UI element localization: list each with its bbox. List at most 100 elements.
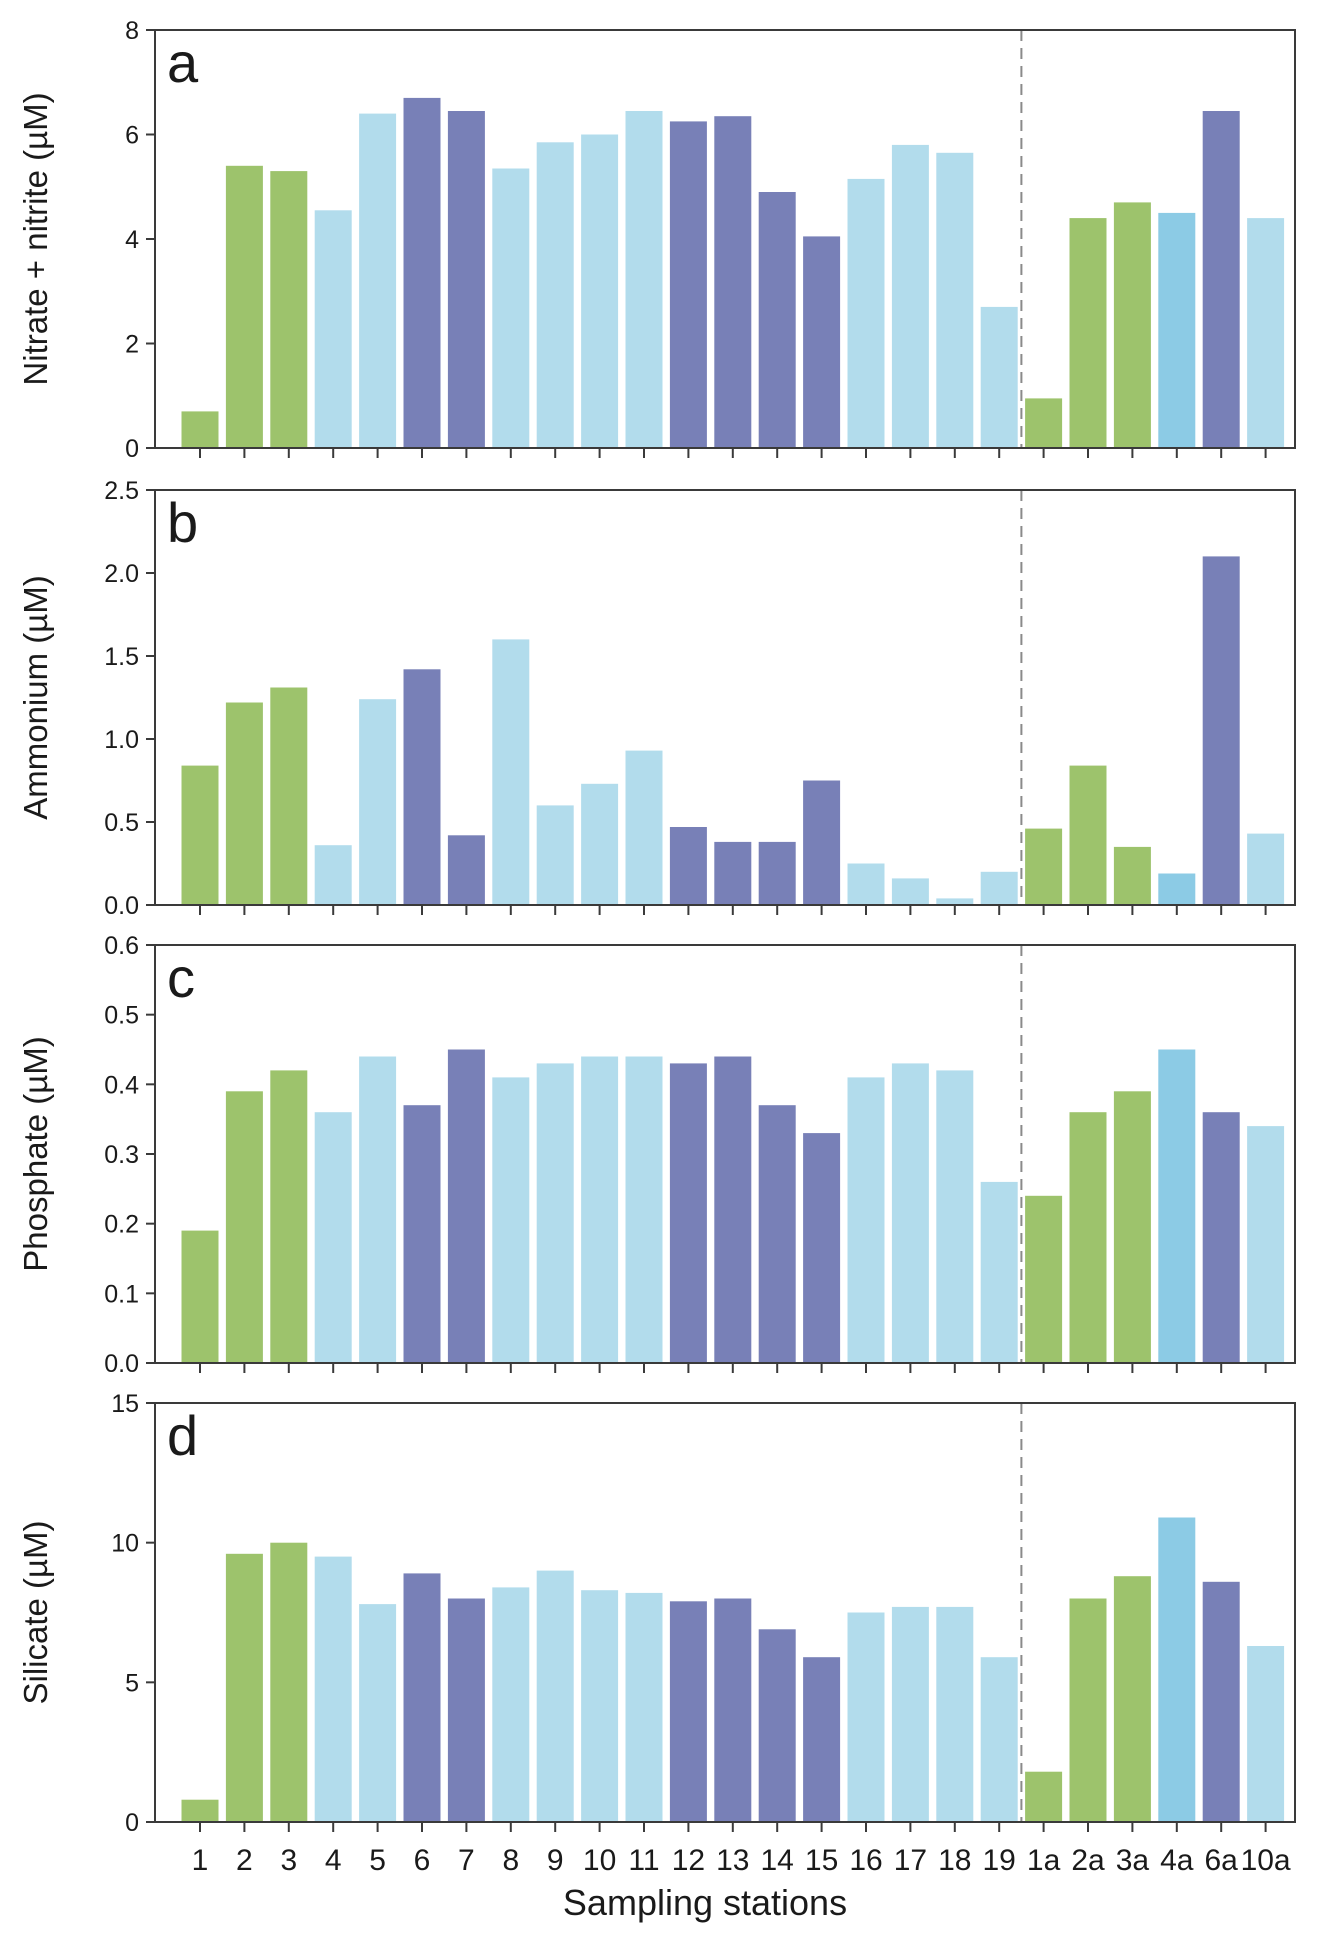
bar-a-station-15 xyxy=(803,236,841,448)
bar-a-station-9 xyxy=(536,142,574,449)
y-tick-label-c-4: 0.4 xyxy=(104,1071,139,1099)
bar-b-station-2 xyxy=(225,702,263,905)
bar-d-station-4 xyxy=(314,1556,352,1822)
bar-d-station-19 xyxy=(980,1657,1018,1822)
bar-d-station-3a xyxy=(1113,1576,1151,1822)
bar-c-station-8 xyxy=(492,1077,530,1363)
bar-a-station-2a xyxy=(1069,218,1107,448)
bar-c-station-14 xyxy=(758,1105,796,1363)
bar-d-station-4a xyxy=(1158,1517,1196,1822)
x-tick-label-station-8: 8 xyxy=(502,1844,519,1877)
x-tick-label-station-7: 7 xyxy=(458,1844,475,1877)
bar-b-station-13 xyxy=(714,841,752,905)
bar-b-station-16 xyxy=(847,863,885,905)
x-tick-label-station-1a: 1a xyxy=(1027,1844,1061,1877)
bar-b-station-14 xyxy=(758,841,796,905)
bar-d-station-9 xyxy=(536,1570,574,1822)
bar-c-station-9 xyxy=(536,1063,574,1363)
bar-a-station-1 xyxy=(181,411,219,448)
bar-c-station-19 xyxy=(980,1181,1018,1363)
bar-c-station-3a xyxy=(1113,1091,1151,1363)
y-tick-label-b-4: 2.0 xyxy=(104,560,139,588)
bar-b-station-11 xyxy=(625,750,663,905)
bar-a-station-18 xyxy=(936,152,974,449)
x-tick-label-station-2: 2 xyxy=(236,1844,253,1877)
bar-b-station-2a xyxy=(1069,765,1107,905)
x-tick-label-station-4a: 4a xyxy=(1160,1844,1194,1877)
bar-d-station-14 xyxy=(758,1629,796,1822)
x-tick-label-station-14: 14 xyxy=(761,1844,794,1877)
bar-d-station-17 xyxy=(891,1606,929,1822)
bar-d-station-2a xyxy=(1069,1598,1107,1822)
y-tick-label-a-0: 0 xyxy=(125,435,139,463)
y-tick-label-c-6: 0.6 xyxy=(104,932,139,960)
bar-d-station-15 xyxy=(803,1657,841,1822)
bar-c-station-4 xyxy=(314,1112,352,1363)
bar-b-station-5 xyxy=(359,699,397,905)
bar-a-station-14 xyxy=(758,192,796,448)
x-tick-label-station-18: 18 xyxy=(938,1844,971,1877)
y-tick-label-b-5: 2.5 xyxy=(104,477,139,505)
bar-d-station-7 xyxy=(447,1598,485,1822)
bar-a-station-4 xyxy=(314,210,352,448)
bar-c-station-17 xyxy=(891,1063,929,1363)
y-tick-label-b-3: 1.5 xyxy=(104,643,139,671)
bar-a-station-10a xyxy=(1247,218,1285,448)
y-tick-label-b-1: 0.5 xyxy=(104,809,139,837)
bar-a-station-11 xyxy=(625,111,663,448)
y-axis-title-a: Nitrate + nitrite (µM) xyxy=(17,92,54,385)
bar-d-station-13 xyxy=(714,1598,752,1822)
y-axis-title-c: Phosphate (µM) xyxy=(17,1036,54,1271)
bar-c-station-1 xyxy=(181,1230,219,1363)
bar-a-station-2 xyxy=(225,165,263,449)
bar-b-station-17 xyxy=(891,878,929,905)
bar-d-station-1a xyxy=(1025,1771,1063,1822)
bar-b-station-1a xyxy=(1025,828,1063,905)
bar-c-station-10a xyxy=(1247,1126,1285,1363)
bar-c-station-18 xyxy=(936,1070,974,1363)
bar-a-station-6a xyxy=(1202,111,1240,448)
bar-a-station-1a xyxy=(1025,398,1063,448)
bar-c-station-11 xyxy=(625,1056,663,1363)
bar-c-station-2a xyxy=(1069,1112,1107,1363)
bar-b-station-1 xyxy=(181,765,219,905)
bar-d-station-6a xyxy=(1202,1581,1240,1822)
x-tick-label-station-9: 9 xyxy=(547,1844,564,1877)
bar-a-station-7 xyxy=(447,111,485,448)
bar-d-station-11 xyxy=(625,1592,663,1822)
panel-d: 0 5 10 15 Silicate (µM) d xyxy=(17,1390,1296,1837)
y-tick-label-d-3: 15 xyxy=(111,1390,139,1418)
x-tick-label-station-19: 19 xyxy=(983,1844,1016,1877)
bar-d-station-10 xyxy=(581,1590,619,1822)
bar-a-station-16 xyxy=(847,178,885,448)
x-tick-label-station-5: 5 xyxy=(369,1844,386,1877)
chart-panels: 0 2 4 6 8 Nitrate + nitrite (µM) a 0.0 0.5 1.0 1.5… xyxy=(17,17,1296,1877)
bar-d-station-5 xyxy=(359,1604,397,1822)
bar-b-station-9 xyxy=(536,805,574,905)
bar-b-station-4 xyxy=(314,845,352,905)
x-tick-label-station-10a: 10a xyxy=(1241,1844,1291,1877)
x-tick-label-station-3: 3 xyxy=(280,1844,297,1877)
bar-b-station-6a xyxy=(1202,556,1240,905)
panel-b: 0.0 0.5 1.0 1.5 2.0 2.5 Ammonium (µM) b xyxy=(17,477,1296,920)
bar-c-station-4a xyxy=(1158,1049,1196,1363)
bar-a-station-8 xyxy=(492,168,530,448)
y-tick-label-c-2: 0.2 xyxy=(104,1211,139,1239)
bar-d-station-18 xyxy=(936,1606,974,1822)
bar-c-station-12 xyxy=(669,1063,707,1363)
bar-a-station-3a xyxy=(1113,202,1151,448)
x-tick-label-station-13: 13 xyxy=(716,1844,749,1877)
y-tick-label-c-1: 0.1 xyxy=(104,1280,139,1308)
x-tick-label-station-11: 11 xyxy=(628,1844,659,1877)
panel-a: 0 2 4 6 8 Nitrate + nitrite (µM) a xyxy=(17,17,1296,463)
panel-c: 0.0 0.1 0.2 0.3 0.4 0.5 0.6 Phosphate (µM) c xyxy=(17,932,1296,1378)
y-tick-label-d-0: 0 xyxy=(125,1809,139,1837)
x-tick-label-station-17: 17 xyxy=(894,1844,927,1877)
bar-b-station-18 xyxy=(936,898,974,905)
y-tick-label-a-3: 6 xyxy=(125,122,139,150)
x-tick-label-station-4: 4 xyxy=(325,1844,342,1877)
bar-c-station-1a xyxy=(1025,1195,1063,1363)
y-axis-title-b: Ammonium (µM) xyxy=(17,575,54,820)
x-tick-label-station-3a: 3a xyxy=(1116,1844,1150,1877)
